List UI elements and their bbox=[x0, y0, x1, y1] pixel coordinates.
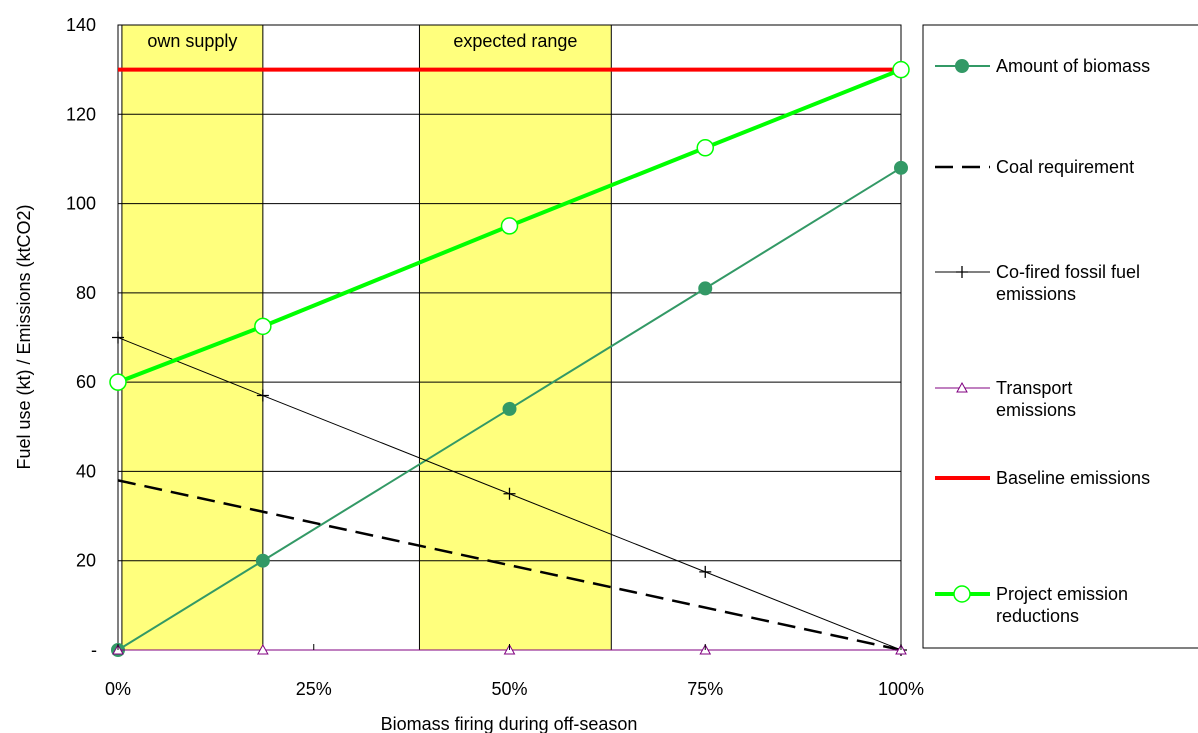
data-point-amount-of-biomass bbox=[255, 553, 270, 568]
legend-marker-co-fired-fossil-fuel-emissions bbox=[956, 266, 968, 278]
series-layer bbox=[109, 60, 910, 657]
x-tick-label: 75% bbox=[687, 679, 723, 699]
data-point-project-emission-reductions bbox=[892, 60, 910, 79]
y-tick-label: 100 bbox=[66, 194, 96, 214]
legend-label-amount-of-biomass: Amount of biomass bbox=[996, 56, 1150, 76]
gridlines bbox=[118, 113, 901, 562]
legend-label-transport-emissions: emissions bbox=[996, 400, 1076, 420]
data-point-co-fired-fossil-fuel-emissions bbox=[112, 331, 124, 344]
x-axis-title: Biomass firing during off-season bbox=[381, 714, 638, 733]
legend-label-project-emission-reductions: Project emission bbox=[996, 584, 1128, 604]
data-point-co-fired-fossil-fuel-emissions bbox=[699, 565, 712, 578]
band-expected-range bbox=[418, 24, 612, 651]
band-own-supply bbox=[121, 24, 264, 651]
data-point-project-emission-reductions bbox=[254, 317, 272, 336]
legend-marker-project-emission-reductions bbox=[953, 585, 971, 603]
data-point-co-fired-fossil-fuel-emissions bbox=[256, 389, 269, 402]
x-tick-label: 0% bbox=[105, 679, 131, 699]
x-tick-label: 50% bbox=[491, 679, 527, 699]
legend-item-coal-requirement: Coal requirement bbox=[935, 157, 1134, 177]
y-axis-title: Fuel use (kt) / Emissions (ktCO2) bbox=[14, 204, 34, 469]
legend: Amount of biomass Coal requirement Co-fire… bbox=[922, 24, 1198, 649]
legend-marker-amount-of-biomass bbox=[955, 59, 969, 73]
y-tick-label: 80 bbox=[76, 283, 96, 303]
data-point-amount-of-biomass bbox=[698, 281, 713, 296]
legend-item-baseline-emissions: Baseline emissions bbox=[935, 468, 1150, 488]
band-labels: own supply expected range bbox=[147, 31, 577, 51]
legend-label-co-fired-fossil-fuel-emissions: Co-fired fossil fuel bbox=[996, 262, 1140, 282]
legend-box bbox=[922, 24, 1198, 649]
x-tick-label: 100% bbox=[878, 679, 924, 699]
y-tick-label: - bbox=[91, 640, 97, 660]
band-label-own-supply: own supply bbox=[147, 31, 237, 51]
data-point-co-fired-fossil-fuel-emissions bbox=[503, 487, 516, 500]
y-tick-label: 60 bbox=[76, 372, 96, 392]
legend-marker-transport-emissions bbox=[956, 381, 968, 393]
legend-label-co-fired-fossil-fuel-emissions: emissions bbox=[996, 284, 1076, 304]
data-point-project-emission-reductions bbox=[109, 373, 127, 391]
legend-item-amount-of-biomass: Amount of biomass bbox=[935, 56, 1150, 76]
y-tick-label: 40 bbox=[76, 461, 96, 481]
band-label-expected-range: expected range bbox=[453, 31, 577, 51]
legend-label-coal-requirement: Coal requirement bbox=[996, 157, 1134, 177]
data-point-amount-of-biomass bbox=[502, 401, 517, 416]
legend-label-transport-emissions: Transport bbox=[996, 378, 1072, 398]
legend-label-project-emission-reductions: reductions bbox=[996, 606, 1079, 626]
series-project-emission-reductions bbox=[109, 60, 910, 391]
y-tick-label: 20 bbox=[76, 551, 96, 571]
data-point-project-emission-reductions bbox=[696, 139, 714, 157]
data-point-transport-emissions bbox=[257, 643, 269, 655]
x-tick-label: 25% bbox=[296, 679, 332, 699]
data-point-amount-of-biomass bbox=[894, 160, 908, 175]
legend-label-baseline-emissions: Baseline emissions bbox=[996, 468, 1150, 488]
y-tick-label: 140 bbox=[66, 15, 96, 35]
data-point-project-emission-reductions bbox=[500, 217, 519, 235]
axes: - 20 40 60 80 100 120 140 0% 25% 50% 75% 100% bbox=[66, 15, 924, 699]
y-tick-label: 120 bbox=[66, 104, 96, 124]
